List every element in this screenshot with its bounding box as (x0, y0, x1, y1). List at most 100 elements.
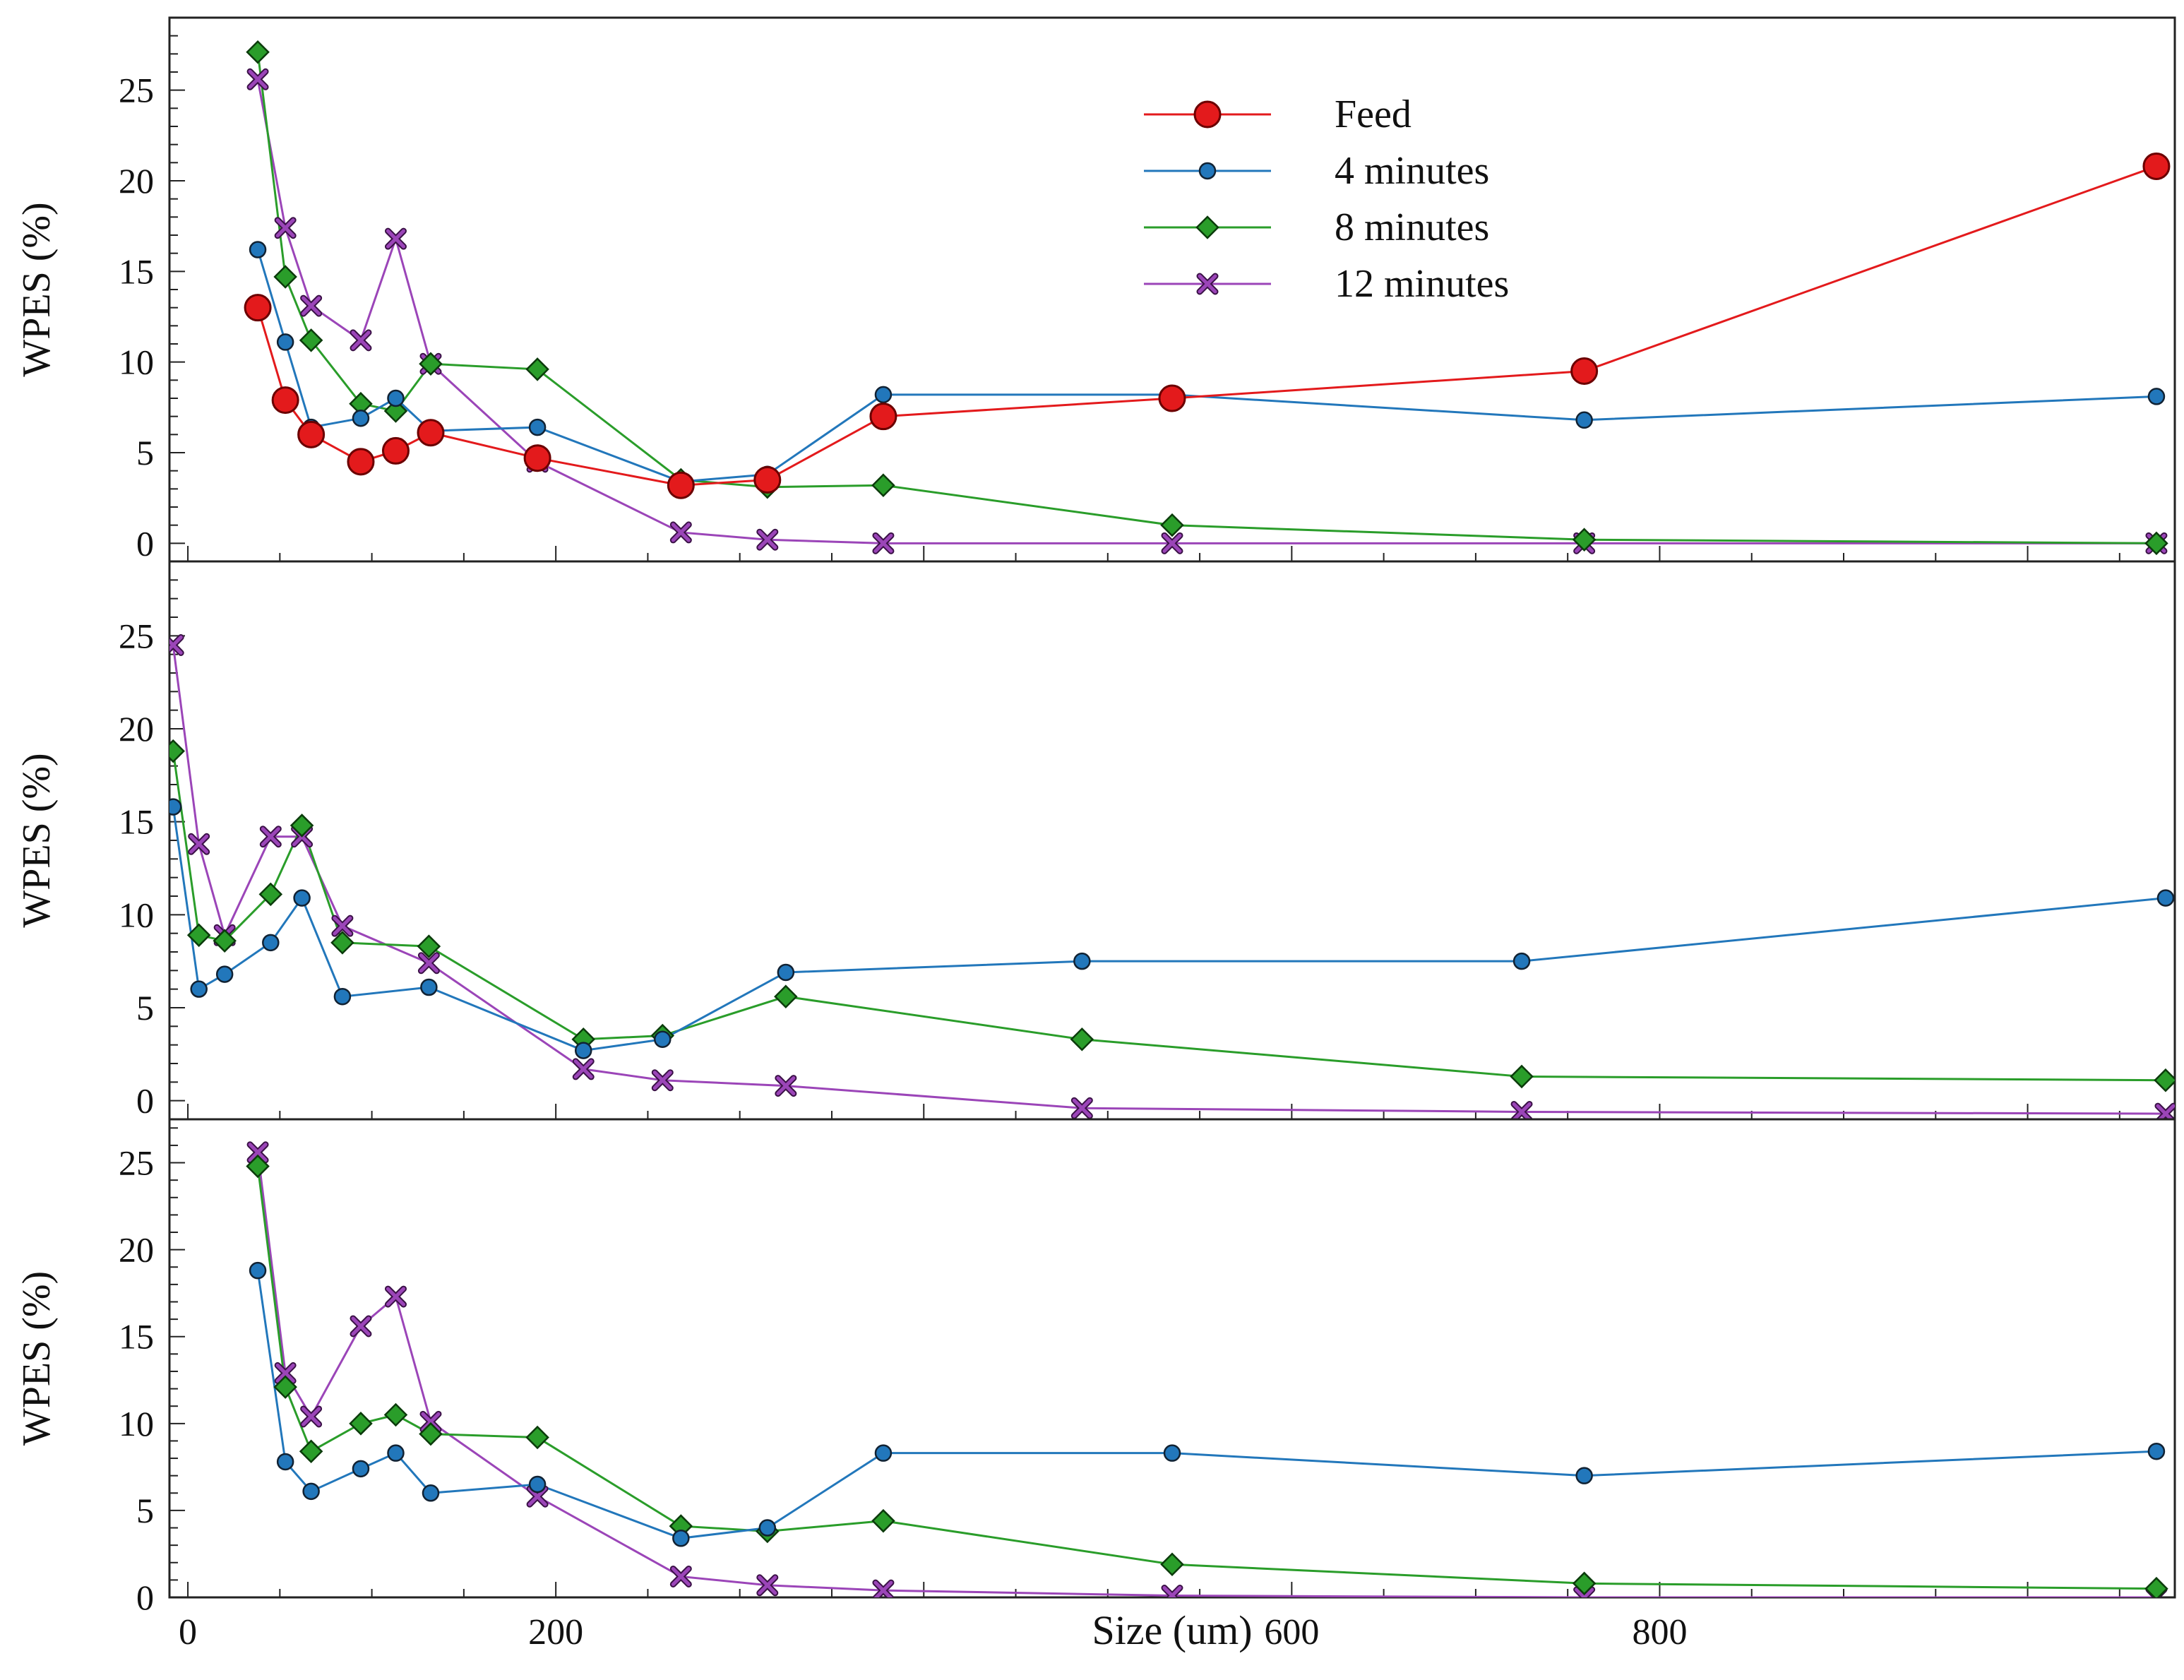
data-point-12min (300, 294, 323, 317)
data-point-8min (417, 934, 441, 958)
data-point-8min (525, 357, 549, 381)
y-tick-label: 25 (119, 616, 154, 655)
data-point-feed (2142, 152, 2171, 180)
data-point-8min (1510, 1064, 1534, 1089)
series-layer (169, 634, 2175, 1119)
data-point-8min (871, 1508, 895, 1533)
data-point-8min (169, 739, 185, 763)
x-tick-label: 800 (1632, 1612, 1687, 1652)
chart-panel-2: 0 5 10 15 20 25 WPES (%) (15, 560, 2176, 1121)
data-point-feed (523, 444, 551, 472)
data-point-8min (525, 1425, 549, 1450)
data-point-4min (528, 418, 547, 436)
data-point-8min (871, 473, 895, 497)
data-point-8min (419, 1422, 443, 1446)
data-point-8min (186, 923, 211, 948)
plot-frame (168, 560, 2176, 1121)
series-layer (244, 40, 2171, 556)
y-axis-label: WPES (%) (15, 753, 59, 927)
y-tick-label: 0 (136, 1578, 154, 1617)
y-tick-label: 20 (119, 709, 154, 749)
data-point-4min (2147, 388, 2166, 405)
data-point-12min (246, 1141, 269, 1164)
data-point-12min (669, 1565, 692, 1587)
y-tick-label: 15 (119, 1317, 154, 1357)
data-point-4min (352, 409, 370, 427)
series-line-8min (256, 1166, 2156, 1590)
data-point-12min (872, 1579, 895, 1597)
data-point-4min (333, 987, 352, 1006)
x-axis-label: Size (um) (1092, 1607, 1252, 1653)
y-tick-label: 20 (119, 1230, 154, 1270)
data-point-8min (1572, 528, 1597, 552)
data-point-12min (274, 1362, 297, 1384)
data-point-4min (574, 1042, 592, 1059)
data-point-4min (528, 1475, 547, 1494)
data-point-12min (1573, 1586, 1596, 1597)
data-point-8min (383, 1402, 408, 1427)
data-point-8min (273, 265, 297, 289)
data-point-4min (654, 1030, 672, 1049)
x-tick-label: 0 (179, 1612, 197, 1652)
chart-panel-1: 0 5 10 15 20 25 WPES (%) Feed 4 minutes 8 minutes… (15, 16, 2176, 563)
y-tick-label: 15 (119, 802, 154, 842)
data-point-4min (422, 1484, 440, 1502)
y-tick-label: 5 (136, 1491, 154, 1530)
data-point-feed (417, 419, 445, 447)
x-tick-label: 200 (528, 1612, 583, 1652)
legend-label-feed: Feed (1335, 93, 1412, 136)
data-point-8min (213, 929, 237, 953)
data-point-4min (874, 386, 893, 404)
data-point-12min (1161, 532, 1183, 554)
data-point-12min (1510, 1100, 1533, 1119)
series-line-12min (256, 78, 2156, 544)
data-point-8min (419, 352, 443, 376)
data-point-12min (169, 634, 184, 656)
legend-marker-4min (1198, 162, 1217, 180)
data-point-8min (349, 1412, 373, 1436)
data-point-4min (249, 1261, 267, 1280)
data-point-4min (190, 980, 208, 998)
data-point-feed (753, 466, 782, 494)
data-point-4min (302, 1482, 320, 1501)
data-point-feed (271, 386, 299, 415)
plot-frame (168, 16, 2176, 563)
data-point-8min (1572, 1571, 1597, 1596)
data-point-4min (420, 978, 438, 996)
data-point-12min (331, 915, 354, 937)
y-tick-label: 20 (119, 161, 154, 201)
data-point-12min (651, 1069, 674, 1092)
series-line-feed (256, 165, 2157, 487)
data-point-feed (297, 420, 326, 448)
data-point-8min (2144, 531, 2168, 556)
y-axis-label: WPES (%) (15, 1271, 59, 1446)
data-point-12min (526, 1485, 549, 1508)
data-point-feed (347, 448, 375, 476)
data-point-4min (1073, 952, 1091, 970)
data-point-4min (874, 1444, 893, 1462)
data-point-12min (419, 1410, 442, 1433)
series-line-8min (172, 751, 2166, 1082)
data-point-12min (775, 1075, 797, 1097)
data-point-8min (1160, 513, 1184, 537)
data-point-8min (1160, 1552, 1184, 1576)
y-tick-label: 10 (119, 895, 154, 934)
y-tick-label: 25 (119, 71, 154, 110)
data-point-12min (274, 217, 297, 239)
legend-label-4min: 4 minutes (1335, 149, 1489, 193)
data-point-4min (672, 1530, 690, 1547)
data-point-12min (246, 68, 269, 90)
data-point-8min (290, 814, 314, 838)
data-point-4min (387, 389, 405, 407)
data-point-12min (384, 227, 407, 250)
data-point-12min (350, 1315, 372, 1338)
data-point-8min (330, 931, 354, 955)
data-point-12min (384, 1285, 407, 1308)
y-tick-label: 5 (136, 433, 154, 472)
legend-label-8min: 8 minutes (1335, 205, 1489, 249)
legend-marker-feed (1193, 100, 1222, 129)
data-point-4min (1163, 1444, 1181, 1462)
data-point-feed (869, 403, 897, 431)
data-point-8min (2154, 1068, 2175, 1092)
data-point-8min (246, 1154, 270, 1179)
